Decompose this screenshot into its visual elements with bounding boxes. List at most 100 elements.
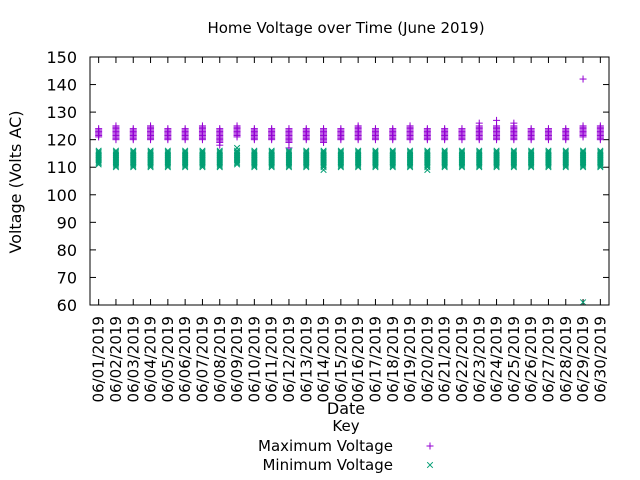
chart-title: Home Voltage over Time (June 2019) [207, 19, 484, 37]
max-voltage-point [181, 125, 189, 133]
min-voltage-point [372, 147, 379, 154]
min-voltage-point [476, 148, 483, 156]
min-voltage-point [285, 148, 293, 156]
legend-label: Minimum Voltage [262, 456, 393, 474]
max-voltage-point [544, 125, 552, 133]
x-tick-label: 06/13/2019 [297, 316, 315, 402]
min-voltage-point [510, 147, 518, 154]
min-voltage-point [268, 148, 275, 156]
min-voltage-point [579, 148, 587, 156]
max-voltage-point [423, 125, 431, 133]
x-tick-label: 06/29/2019 [574, 316, 592, 402]
min-voltage-point [597, 148, 604, 156]
max-voltage-point [302, 125, 310, 133]
min-voltage-point [320, 150, 327, 157]
min-voltage-point [493, 147, 500, 154]
max-voltage-point [371, 125, 379, 133]
x-tick-label: 06/27/2019 [539, 316, 557, 402]
x-tick-label: 06/05/2019 [159, 316, 177, 402]
min-voltage-point [199, 147, 206, 154]
min-voltage-point [476, 147, 483, 154]
x-tick-label: 06/26/2019 [522, 316, 540, 402]
legend-label: Maximum Voltage [258, 437, 393, 455]
min-voltage-point [424, 150, 431, 157]
min-voltage-point [354, 148, 362, 156]
min-voltage-point [389, 148, 396, 156]
min-voltage-point [510, 148, 518, 156]
x-tick-label: 06/11/2019 [263, 316, 281, 402]
min-voltage-point [164, 148, 172, 156]
max-voltage-point [475, 119, 483, 127]
min-voltage-point [337, 148, 345, 156]
min-voltage-point [130, 148, 137, 156]
min-voltage-point [95, 147, 102, 154]
x-tick-label: 06/24/2019 [488, 316, 506, 402]
min-voltage-point [112, 148, 120, 156]
min-voltage-point [527, 150, 535, 157]
min-voltage-point [199, 148, 206, 156]
min-voltage-point [233, 147, 241, 154]
min-voltage-point [216, 150, 223, 157]
min-voltage-point [268, 147, 275, 154]
max-voltage-point [510, 119, 518, 127]
max-voltage-point [406, 122, 414, 130]
min-voltage-point [285, 150, 293, 157]
y-tick-label: 130 [46, 103, 77, 122]
y-tick-label: 60 [57, 296, 77, 315]
series-maximum-voltage [95, 75, 604, 152]
min-voltage-point [320, 166, 327, 174]
x-tick-label: 06/09/2019 [228, 316, 246, 402]
min-voltage-point [406, 147, 414, 154]
min-voltage-point [354, 150, 362, 157]
min-voltage-point [424, 148, 431, 156]
x-tick-label: 06/19/2019 [401, 316, 419, 402]
min-voltage-point [181, 150, 189, 157]
x-tick-label: 06/17/2019 [366, 316, 384, 402]
x-tick-label: 06/20/2019 [418, 316, 436, 402]
min-voltage-point [510, 150, 518, 157]
x-tick-label: 06/10/2019 [245, 316, 263, 402]
max-voltage-point [527, 125, 535, 133]
min-voltage-point [268, 150, 275, 157]
min-voltage-point [476, 150, 483, 157]
max-voltage-point [216, 125, 224, 133]
data-series [95, 75, 604, 306]
min-voltage-point [493, 150, 500, 157]
min-voltage-point [441, 148, 448, 156]
x-tick-label: 06/12/2019 [280, 316, 298, 402]
min-voltage-point [216, 148, 223, 156]
max-voltage-point [579, 122, 587, 130]
min-voltage-point [147, 148, 154, 156]
x-tick-label: 06/30/2019 [591, 316, 609, 402]
max-voltage-point [147, 122, 155, 130]
min-voltage-point [95, 150, 102, 157]
y-tick-label: 110 [46, 158, 77, 177]
x-tick-label: 06/28/2019 [557, 316, 575, 402]
x-tick-label: 06/03/2019 [124, 316, 142, 402]
y-tick-label: 120 [46, 131, 77, 150]
x-tick-label: 06/01/2019 [90, 316, 108, 402]
max-voltage-point [95, 125, 103, 133]
legend-title: Key [332, 417, 359, 435]
min-voltage-point [112, 150, 120, 157]
min-voltage-point [406, 148, 414, 156]
min-voltage-point [389, 150, 396, 157]
min-voltage-point [597, 147, 604, 154]
min-voltage-point [251, 150, 258, 157]
legend-marker [426, 461, 434, 469]
min-voltage-point [320, 148, 327, 156]
max-voltage-point [164, 125, 172, 133]
max-voltage-point [562, 125, 570, 133]
min-voltage-point [233, 144, 241, 152]
min-voltage-point [579, 147, 587, 154]
min-voltage-point [458, 150, 466, 157]
x-tick-label: 06/16/2019 [349, 316, 367, 402]
y-axis-label: Voltage (Volts AC) [6, 110, 25, 253]
legend-marker [426, 442, 434, 450]
y-tick-label: 70 [57, 268, 77, 287]
min-voltage-point [562, 150, 569, 157]
min-voltage-point [164, 147, 172, 154]
max-voltage-point [579, 75, 587, 83]
max-voltage-point [233, 122, 241, 130]
